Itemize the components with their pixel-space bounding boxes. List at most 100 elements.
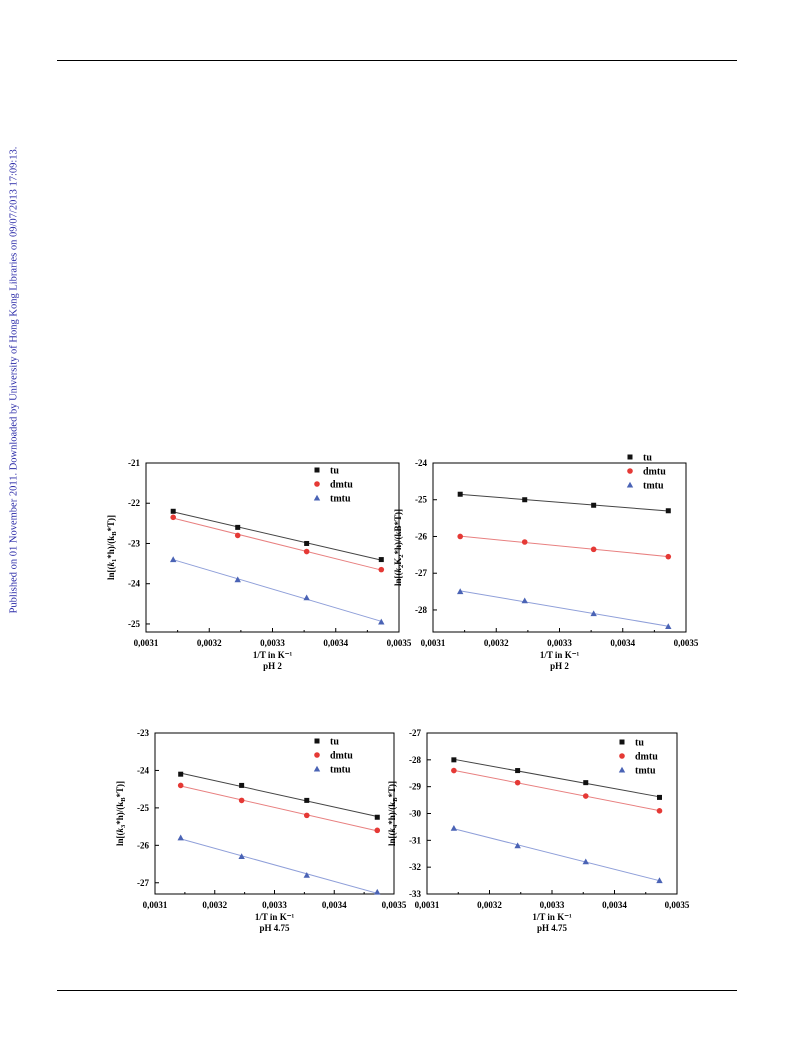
chart-caption: pH 2 — [263, 661, 282, 671]
top-rule — [57, 60, 737, 61]
legend-label-tu: tu — [330, 466, 339, 477]
point-tu — [657, 794, 662, 800]
x-tick-label: 0,0031 — [421, 638, 446, 648]
point-dmtu — [582, 793, 589, 799]
fit-line-dmtu — [173, 517, 382, 571]
ylabel-part: ln[( — [393, 573, 403, 587]
chart-3: 0,0031 0,0032 0,0033 0,0034 0,0035 -23 -24 -25 -… — [115, 728, 407, 933]
point-dmtu — [665, 553, 672, 560]
legend-label-dmtu: dmtu — [330, 480, 353, 491]
point-tu — [374, 814, 380, 820]
fit-line-tu — [173, 511, 382, 561]
point-dmtu — [177, 782, 184, 789]
x-tick-label: 0,0031 — [415, 900, 440, 910]
y-axis-label: ln[(k3*h)/(kB*T)] — [115, 781, 127, 846]
fit-line-tmtu — [453, 828, 660, 882]
legend-marker-tu — [314, 738, 320, 744]
y-tick-label: -31 — [409, 835, 421, 845]
point-tmtu — [303, 871, 310, 878]
fit-line-tu — [180, 772, 378, 817]
ylabel-part: k — [387, 828, 397, 833]
x-tick-label: 0,0035 — [674, 638, 699, 648]
ylabel-part: ln[( — [106, 567, 116, 581]
y-tick-label: -25 — [128, 619, 140, 629]
x-tick-label: 0,0034 — [323, 638, 348, 648]
x-tick-label: 0,0033 — [547, 638, 572, 648]
ylabel-part: *h)/(k — [387, 802, 397, 825]
point-tmtu — [514, 842, 521, 849]
legend-label-tu: tu — [330, 737, 339, 748]
plot-frame — [154, 732, 395, 895]
point-tu — [304, 797, 310, 803]
x-tick-label: 0,0032 — [477, 900, 502, 910]
legend-label-tmtu: tmtu — [330, 494, 351, 505]
y-tick-label: -25 — [415, 495, 427, 505]
x-tick-label: 0,0033 — [262, 900, 287, 910]
point-dmtu — [656, 808, 663, 814]
ylabel-part: *T)] — [115, 781, 125, 798]
y-tick-label: -32 — [409, 862, 421, 872]
point-dmtu — [303, 548, 310, 555]
y-tick-label: -27 — [409, 728, 421, 738]
x-tick-label: 0,0033 — [540, 900, 565, 910]
y-tick-label: -28 — [409, 755, 421, 765]
legend-marker-tmtu — [618, 766, 626, 773]
y-tick-label: -26 — [137, 840, 149, 850]
fit-line-dmtu — [460, 535, 669, 558]
x-tick-label: 0,0031 — [143, 900, 168, 910]
x-axis-label: 1/T in K⁻¹ — [255, 912, 295, 922]
y-axis-label: ln[(k1*h)/(kB*T)] — [106, 515, 118, 580]
point-dmtu — [514, 779, 521, 786]
point-tu — [515, 768, 521, 774]
x-axis-label: 1/T in K⁻¹ — [532, 912, 572, 922]
ylabel-part: *h)/(k — [115, 802, 125, 825]
ylabel-part: *h)/(k — [106, 536, 116, 559]
point-dmtu — [378, 566, 385, 573]
x-axis-label: 1/T in K⁻¹ — [253, 650, 293, 660]
point-tmtu — [582, 858, 589, 865]
legend-label-tu: tu — [643, 453, 652, 464]
ylabel-sub: B — [120, 797, 127, 802]
y-tick-label: -21 — [128, 458, 140, 468]
fit-line-tu — [453, 758, 660, 798]
legend-marker-dmtu — [619, 753, 625, 759]
ylabel-part: k — [115, 828, 125, 833]
point-tmtu — [177, 834, 184, 841]
legend-marker-tu — [627, 454, 633, 460]
bottom-rule — [57, 990, 737, 991]
ylabel-part: *h)/(kB*T)] — [393, 509, 403, 555]
chart-caption: pH 4.75 — [537, 923, 568, 933]
ylabel-part: K — [393, 558, 403, 565]
legend-label-tmtu: tmtu — [635, 766, 656, 777]
point-tu — [457, 491, 463, 497]
legend-label-dmtu: dmtu — [643, 467, 666, 478]
plot-frame — [145, 462, 400, 633]
ylabel-sub: B — [111, 531, 118, 536]
point-tu — [591, 502, 597, 508]
y-tick-label: -26 — [415, 531, 427, 541]
point-dmtu — [303, 812, 310, 819]
ylabel-part: ln[( — [387, 833, 397, 847]
x-tick-label: 0,0031 — [134, 638, 159, 648]
x-axis-label: 1/T in K⁻¹ — [540, 650, 580, 660]
y-tick-label: -23 — [137, 728, 149, 738]
point-tmtu — [374, 888, 381, 895]
y-tick-label: -24 — [415, 458, 427, 468]
chart-1: 0,0031 0,0032 0,0033 0,0034 0,0035 -21 -22 -23 -… — [106, 458, 412, 671]
y-axis-label: ln[(k2K2*h)/(kB*T)] — [393, 509, 405, 586]
y-tick-label: -33 — [409, 889, 421, 899]
point-tmtu — [665, 623, 672, 629]
point-tmtu — [169, 556, 177, 563]
ylabel-sub: 2 — [398, 555, 405, 558]
legend-marker-dmtu — [314, 481, 320, 487]
x-tick-label: 0,0035 — [387, 638, 412, 648]
fit-line-dmtu — [453, 769, 660, 812]
point-tu — [304, 540, 310, 546]
ylabel-sub: 3 — [120, 824, 127, 828]
ylabel-part: ln[( — [115, 833, 125, 847]
point-tu — [451, 757, 457, 763]
ylabel-sub: 1 — [111, 559, 118, 562]
legend-label-tmtu: tmtu — [330, 765, 351, 776]
point-tmtu — [234, 576, 241, 583]
